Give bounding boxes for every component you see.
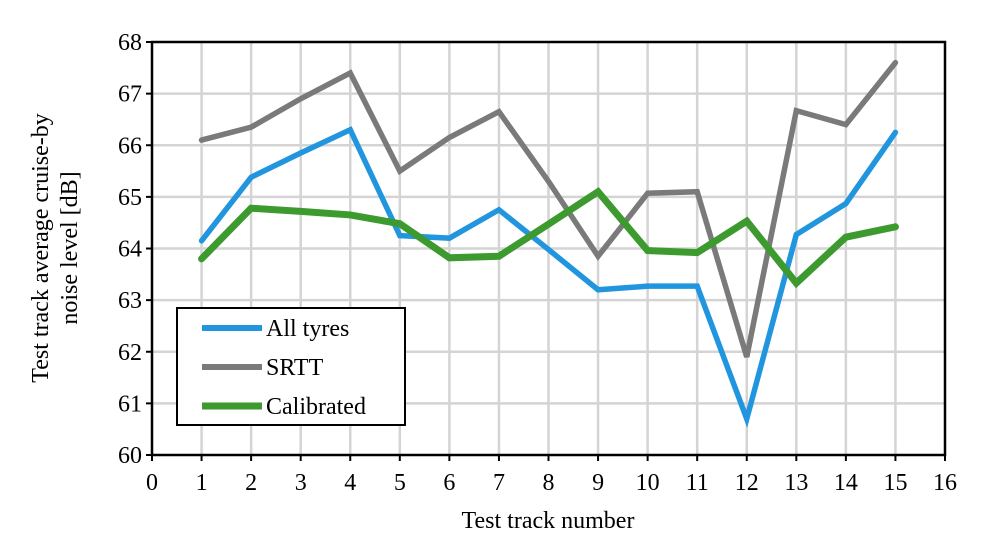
legend-label-srtt: SRTT — [266, 355, 324, 381]
y-tick-label: 63 — [118, 288, 142, 314]
x-tick-label: 4 — [344, 470, 356, 496]
x-tick-label: 1 — [196, 470, 208, 496]
x-tick-label: 7 — [493, 470, 505, 496]
legend-label-all-tyres: All tyres — [266, 316, 349, 342]
x-tick-label: 2 — [245, 470, 257, 496]
y-axis-label-line1: Test track average cruise-by — [28, 113, 54, 383]
y-axis-label-line2: noise level [dB] — [57, 171, 83, 324]
y-tick-label: 68 — [118, 30, 142, 56]
x-tick-label: 6 — [443, 470, 455, 496]
x-tick-label: 12 — [735, 470, 759, 496]
x-tick-label: 3 — [295, 470, 307, 496]
y-tick-label: 62 — [118, 340, 142, 366]
x-tick-label: 5 — [394, 470, 406, 496]
legend: All tyres SRTT Calibrated — [177, 308, 405, 425]
x-tick-label: 11 — [686, 470, 709, 496]
y-tick-label: 66 — [118, 133, 142, 159]
x-tick-label: 8 — [543, 470, 555, 496]
y-tick-label: 64 — [118, 237, 142, 263]
x-tick-label: 14 — [834, 470, 858, 496]
x-tick-label: 15 — [883, 470, 907, 496]
x-axis-label: Test track number — [462, 508, 635, 534]
y-tick-label: 60 — [118, 443, 142, 469]
legend-label-calibrated: Calibrated — [266, 394, 366, 420]
y-tick-label: 61 — [118, 391, 142, 417]
x-tick-label: 9 — [592, 470, 604, 496]
x-tick-label: 13 — [784, 470, 808, 496]
x-tick-label: 16 — [933, 470, 957, 496]
y-tick-label: 67 — [118, 82, 142, 108]
x-tick-label: 0 — [146, 470, 158, 496]
x-tick-label: 10 — [636, 470, 660, 496]
y-tick-label: 65 — [118, 185, 142, 211]
